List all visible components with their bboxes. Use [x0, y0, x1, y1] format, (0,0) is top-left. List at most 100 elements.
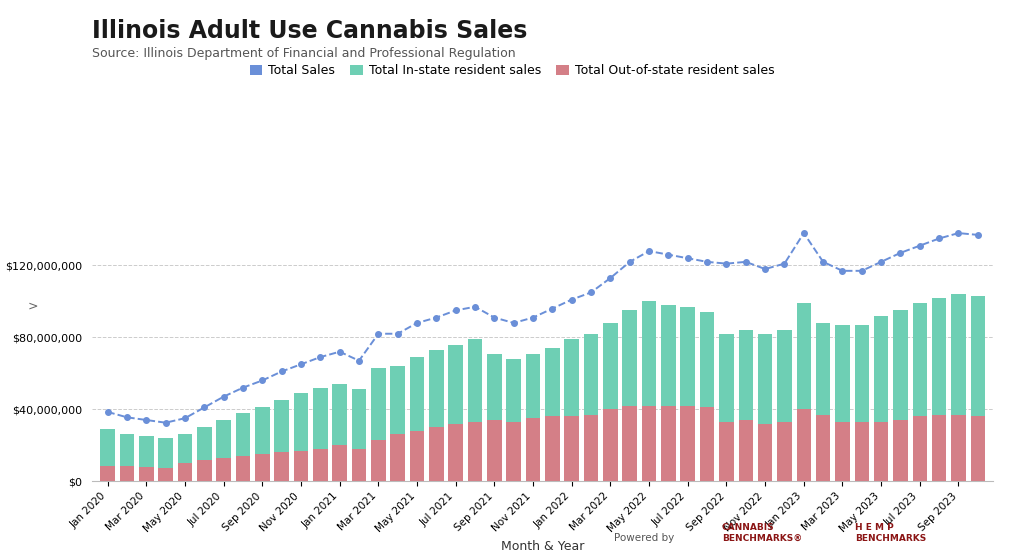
Bar — [564, 416, 579, 481]
Bar — [371, 368, 386, 481]
Total Sales — [256, 377, 268, 384]
Bar — [951, 415, 966, 481]
Total Sales — [527, 314, 540, 321]
Bar — [487, 353, 502, 481]
Total Sales — [140, 417, 153, 424]
Bar — [410, 431, 424, 481]
Total Sales — [275, 368, 288, 375]
Bar — [719, 422, 733, 481]
Total Sales — [682, 255, 694, 262]
Total Sales — [585, 289, 597, 296]
Bar — [429, 427, 443, 481]
Bar — [390, 366, 404, 481]
Bar — [545, 348, 560, 481]
Total Sales — [952, 230, 965, 237]
Bar — [352, 449, 367, 481]
Bar — [255, 454, 269, 481]
Total Sales — [179, 415, 191, 421]
Text: Source: Illinois Department of Financial and Professional Regulation: Source: Illinois Department of Financial… — [92, 47, 516, 60]
Bar — [836, 422, 850, 481]
Bar — [642, 406, 656, 481]
Bar — [216, 458, 230, 481]
Bar — [139, 467, 154, 481]
Bar — [932, 298, 946, 481]
Total Sales — [837, 268, 849, 274]
Bar — [777, 422, 792, 481]
Bar — [816, 415, 830, 481]
Bar — [449, 345, 463, 481]
Bar — [797, 409, 811, 481]
Total Sales — [450, 307, 462, 314]
Bar — [352, 389, 367, 481]
Bar — [468, 339, 482, 481]
Bar — [274, 400, 289, 481]
Total Sales — [430, 314, 442, 321]
Bar — [236, 413, 250, 481]
Total Sales — [121, 414, 133, 421]
Bar — [662, 305, 676, 481]
Total Sales — [101, 409, 114, 415]
Text: H E M P
BENCHMARKS: H E M P BENCHMARKS — [855, 523, 927, 543]
Bar — [313, 388, 328, 481]
Bar — [623, 310, 637, 481]
Bar — [971, 416, 985, 481]
Bar — [719, 334, 733, 481]
Bar — [855, 325, 869, 481]
Total Sales — [798, 230, 810, 237]
Bar — [197, 460, 212, 481]
Bar — [294, 393, 308, 481]
Bar — [410, 357, 424, 481]
Bar — [255, 408, 269, 481]
Bar — [836, 325, 850, 481]
Bar — [738, 330, 753, 481]
Total Sales — [237, 384, 249, 391]
Bar — [873, 422, 889, 481]
Total Sales — [874, 259, 887, 265]
Total Sales — [565, 296, 578, 303]
Total Sales — [972, 232, 984, 238]
Bar — [603, 323, 617, 481]
Total Sales — [391, 331, 403, 337]
Bar — [274, 452, 289, 481]
Total Sales — [933, 235, 945, 242]
Total Sales — [488, 314, 501, 321]
X-axis label: Month & Year: Month & Year — [501, 540, 585, 552]
Total Sales — [546, 305, 558, 312]
Bar — [236, 456, 250, 481]
Bar — [584, 334, 598, 481]
Total Sales — [778, 260, 791, 267]
Bar — [912, 303, 927, 481]
Text: >: > — [28, 300, 38, 313]
Total Sales — [701, 259, 714, 265]
Bar — [525, 353, 541, 481]
Bar — [487, 420, 502, 481]
Total Sales — [720, 260, 732, 267]
Bar — [816, 323, 830, 481]
Bar — [159, 468, 173, 481]
Bar — [120, 466, 134, 481]
Bar — [699, 408, 715, 481]
Total Sales — [894, 249, 906, 256]
Bar — [681, 307, 695, 481]
Bar — [294, 451, 308, 481]
Bar — [603, 409, 617, 481]
Bar — [662, 406, 676, 481]
Total Sales — [314, 354, 327, 361]
Total Sales — [469, 304, 481, 310]
Bar — [971, 296, 985, 481]
Bar — [642, 301, 656, 481]
Bar — [371, 440, 386, 481]
Total Sales — [643, 248, 655, 254]
Total Sales — [856, 268, 868, 274]
Bar — [178, 463, 193, 481]
Total Sales — [353, 357, 366, 364]
Bar — [390, 435, 404, 481]
Bar — [139, 436, 154, 481]
Bar — [178, 435, 193, 481]
Total Sales — [217, 393, 229, 400]
Total Sales — [817, 259, 829, 265]
Bar — [507, 359, 521, 481]
Bar — [932, 415, 946, 481]
Text: Illinois Adult Use Cannabis Sales: Illinois Adult Use Cannabis Sales — [92, 19, 527, 43]
Bar — [873, 316, 889, 481]
